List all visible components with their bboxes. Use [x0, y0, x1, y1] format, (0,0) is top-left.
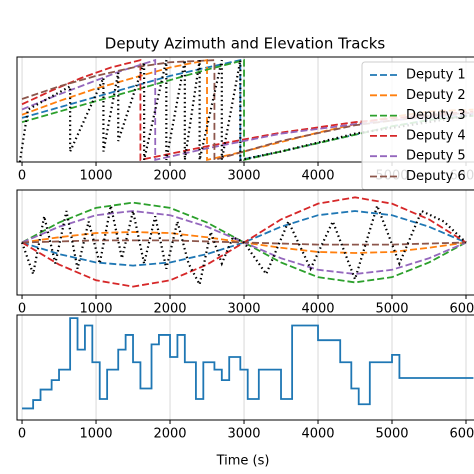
x-tick-label: 3000	[227, 427, 260, 442]
x-tick-label: 4000	[301, 302, 334, 317]
series-line	[22, 317, 474, 410]
x-tick-label: 2000	[153, 427, 186, 442]
x-tick-label: 5000	[375, 427, 408, 442]
legend-label: Deputy 6	[406, 169, 466, 184]
x-tick-label: 2000	[153, 302, 186, 317]
legend-label: Deputy 1	[406, 68, 466, 83]
x-tick-label: 4000	[301, 169, 334, 184]
x-tick-label: 1000	[79, 169, 112, 184]
series-line	[21, 210, 467, 267]
legend-label: Deputy 3	[406, 108, 466, 123]
chart-title: Deputy Azimuth and Elevation Tracks	[105, 35, 386, 53]
axes-frame	[16, 314, 474, 421]
series-line	[21, 58, 474, 162]
x-tick-label: 4000	[301, 427, 334, 442]
axes-frame	[16, 189, 474, 296]
x-tick-label: 1000	[79, 427, 112, 442]
x-tick-label: 3000	[227, 169, 260, 184]
x-tick-label: 0	[18, 427, 26, 442]
x-tick-label: 5000	[375, 302, 408, 317]
plot-lines	[20, 196, 467, 288]
series-line	[20, 202, 467, 288]
series-line	[21, 201, 467, 284]
x-tick-label: 1000	[79, 302, 112, 317]
legend-label: Deputy 2	[406, 88, 466, 103]
legend-label: Deputy 4	[406, 128, 466, 143]
x-tick-label: 0	[18, 169, 26, 184]
x-tick-label: 0	[18, 302, 26, 317]
x-tick-label: 3000	[227, 302, 260, 317]
legend-label: Deputy 5	[406, 149, 466, 164]
axes-frame	[16, 56, 474, 163]
x-tick-label: 2000	[153, 169, 186, 184]
x-axis-label: Time (s)	[216, 454, 270, 469]
plot-lines	[22, 317, 474, 410]
